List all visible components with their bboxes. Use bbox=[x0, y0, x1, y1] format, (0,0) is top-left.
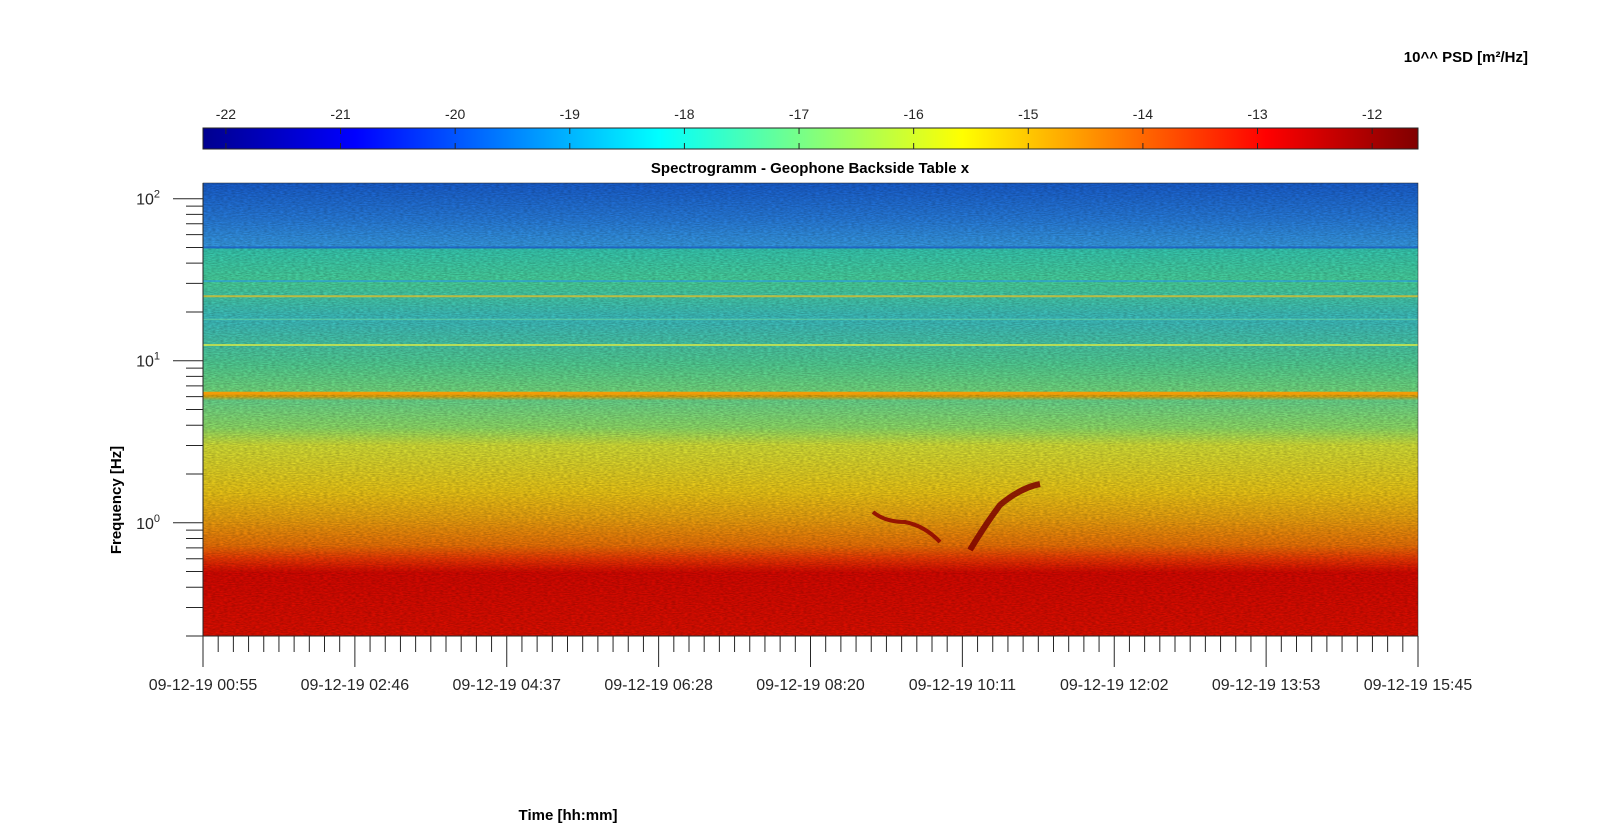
colorbar: -22 -21 -20 -19 -18 -17 -16 -15 -14 -13 -12 bbox=[202, 106, 1419, 150]
spectrogram-image bbox=[203, 183, 1418, 636]
x-tick-label: 09-12-19 13:53 bbox=[1212, 677, 1321, 694]
colorbar-tick-label: -13 bbox=[1247, 106, 1267, 122]
colorbar-tick-label: -18 bbox=[674, 106, 694, 122]
colorbar-label: 10^^ PSD [m²/Hz] bbox=[1404, 49, 1528, 66]
y-tick-label: 101 bbox=[136, 351, 160, 371]
x-tick-label: 09-12-19 00:55 bbox=[149, 677, 258, 694]
y-axis: 100 101 102 bbox=[136, 183, 204, 637]
x-axis-label: Time [hh:mm] bbox=[519, 807, 618, 824]
colorbar-tick-label: -20 bbox=[445, 106, 465, 122]
spectrogram-texture bbox=[203, 183, 1418, 636]
colorbar-tick-label: -15 bbox=[1018, 106, 1038, 122]
colorbar-tick-label: -19 bbox=[560, 106, 580, 122]
x-axis: 09-12-19 00:55 09-12-19 02:46 09-12-19 04:… bbox=[149, 635, 1473, 694]
x-tick-label: 09-12-19 15:45 bbox=[1364, 677, 1473, 694]
colorbar-tick-label: -16 bbox=[904, 106, 924, 122]
colorbar-tick-label: -21 bbox=[330, 106, 350, 122]
x-tick-label: 09-12-19 06:28 bbox=[604, 677, 713, 694]
colorbar-gradient bbox=[202, 127, 1419, 150]
y-tick-label: 102 bbox=[136, 189, 160, 209]
event-trace-left bbox=[871, 510, 942, 544]
colorbar-ticks: -22 -21 -20 -19 -18 -17 -16 -15 -14 -13 -12 bbox=[216, 106, 1382, 149]
colorbar-tick-label: -12 bbox=[1362, 106, 1382, 122]
x-tick-label: 09-12-19 02:46 bbox=[301, 677, 410, 694]
x-tick-label: 09-12-19 10:11 bbox=[909, 677, 1016, 694]
x-tick-label: 09-12-19 04:37 bbox=[452, 677, 561, 694]
x-tick-label: 09-12-19 12:02 bbox=[1060, 677, 1169, 694]
colorbar-tick-label: -17 bbox=[789, 106, 809, 122]
y-axis-label: Frequency [Hz] bbox=[108, 446, 125, 554]
event-trace-right bbox=[967, 481, 1041, 552]
chart-title: Spectrogramm - Geophone Backside Table x bbox=[651, 160, 970, 177]
x-tick-label: 09-12-19 08:20 bbox=[756, 677, 865, 694]
colorbar-tick-label: -14 bbox=[1133, 106, 1153, 122]
colorbar-tick-label: -22 bbox=[216, 106, 236, 122]
y-tick-label: 100 bbox=[136, 513, 160, 533]
frequency-lines bbox=[203, 246, 1418, 395]
